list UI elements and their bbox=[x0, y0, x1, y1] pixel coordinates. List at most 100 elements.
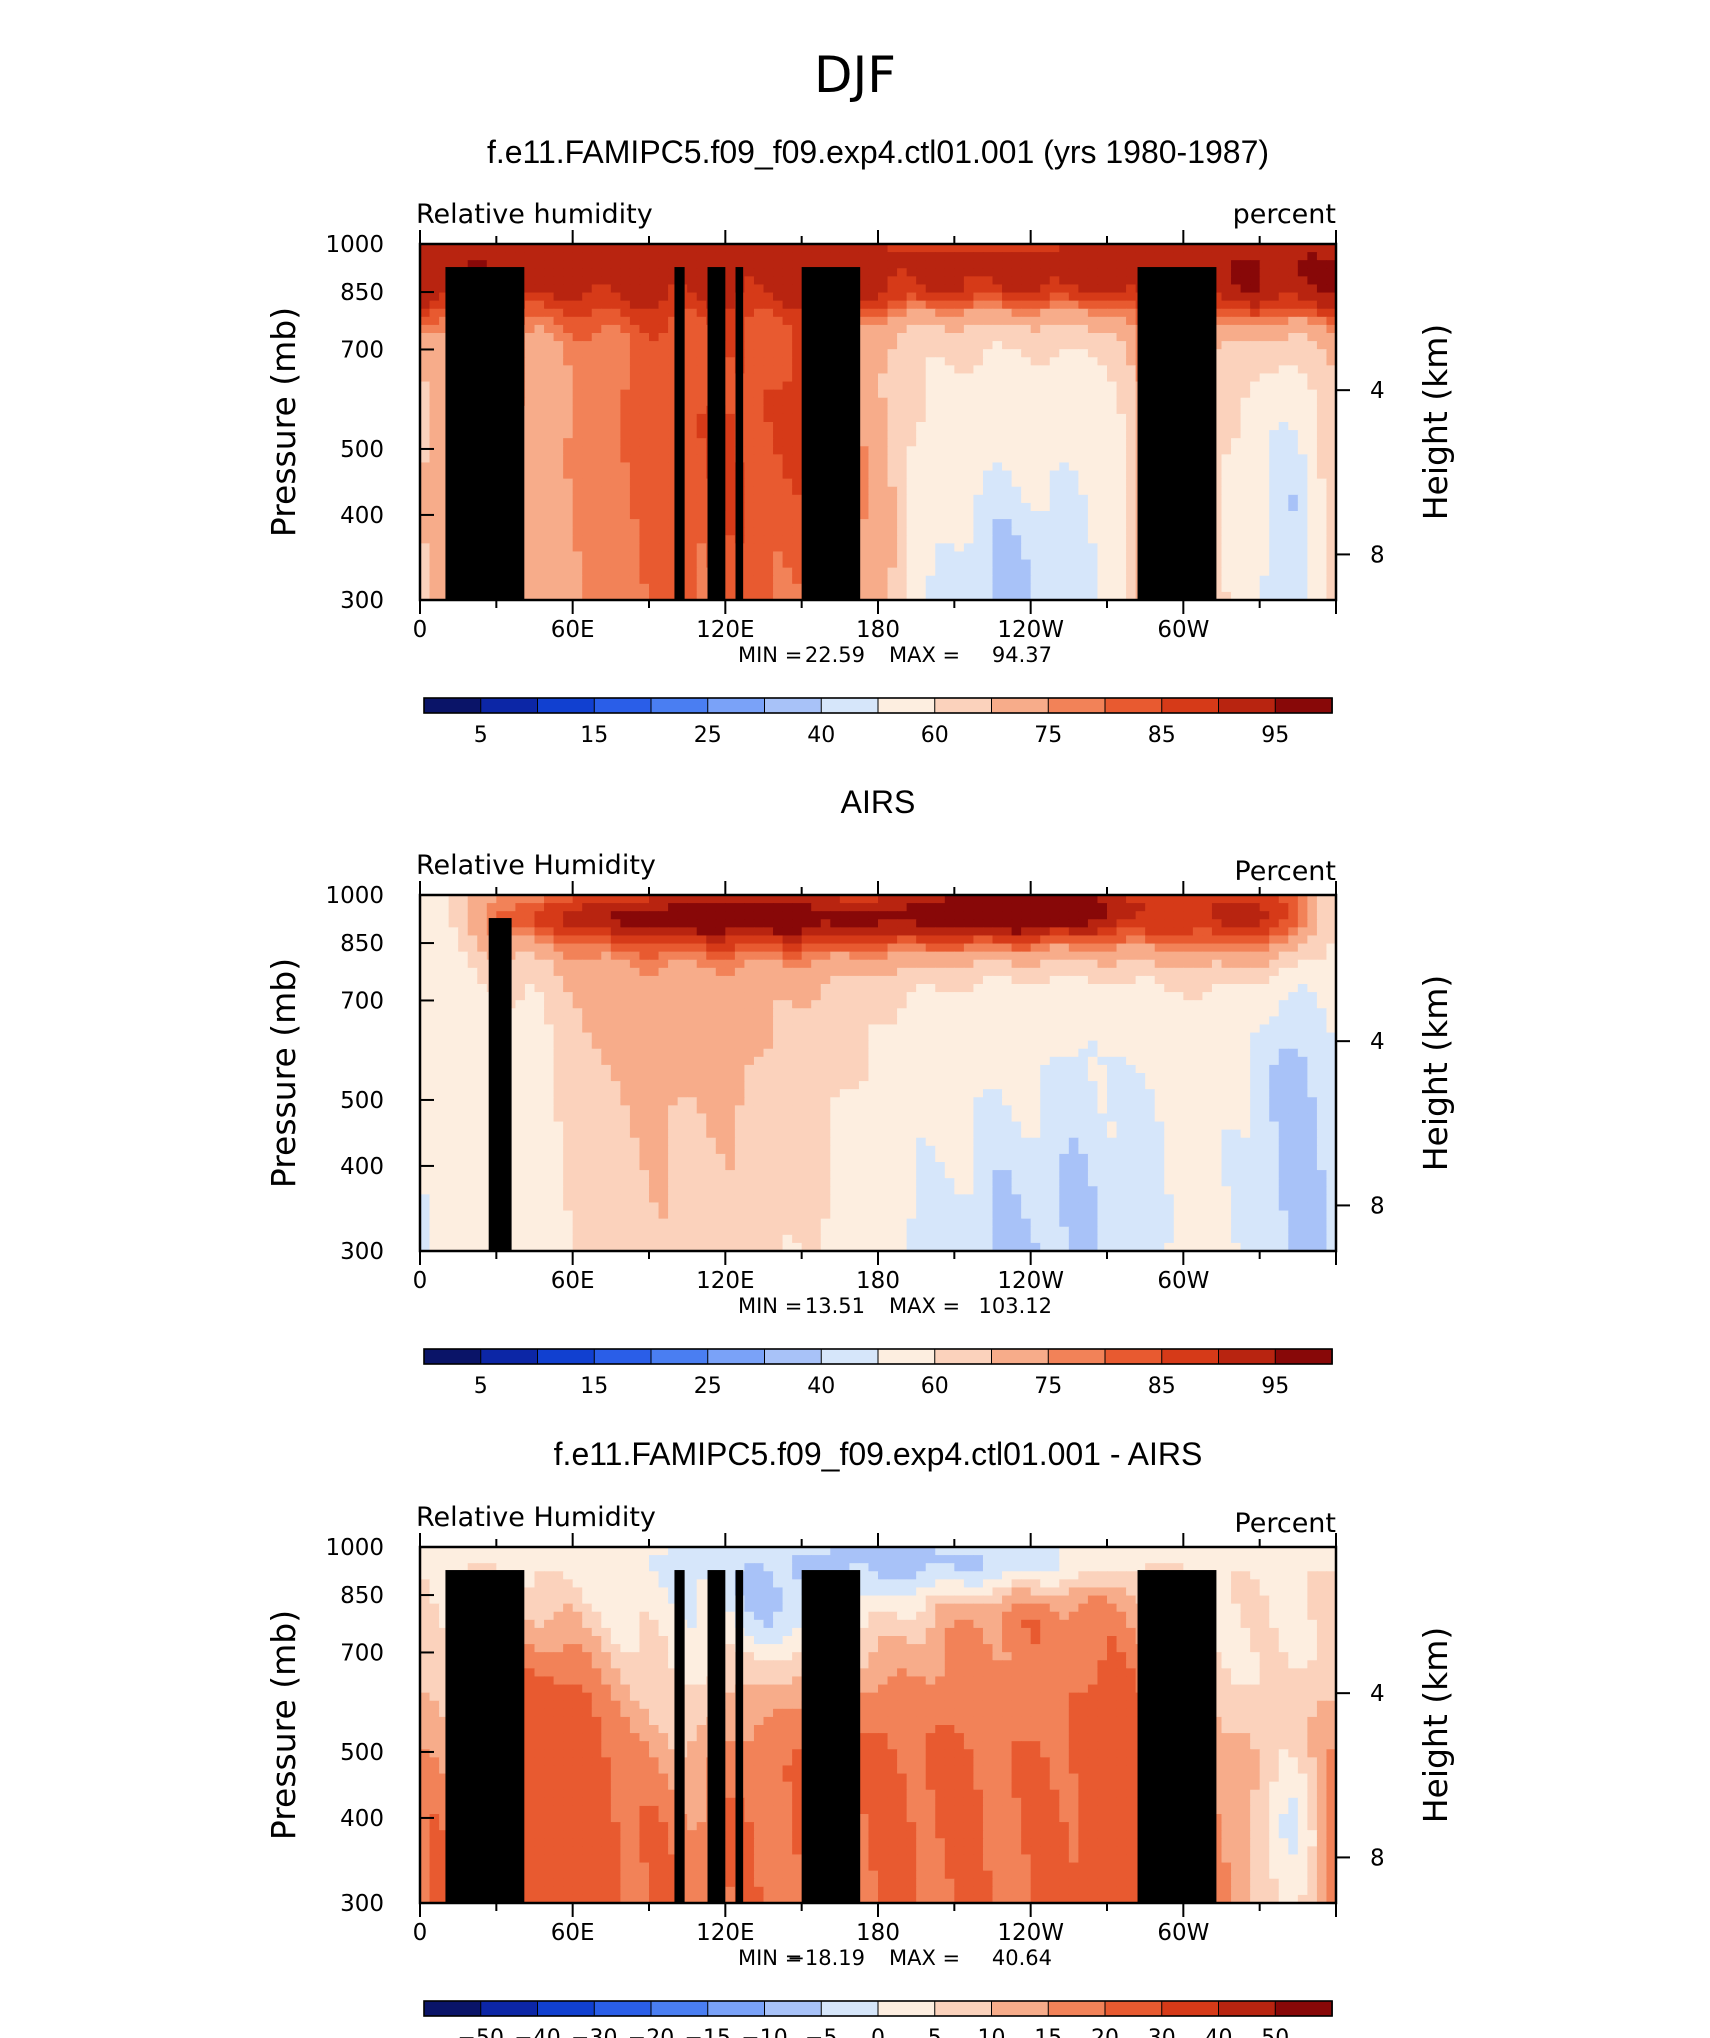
heatmap-cell bbox=[887, 308, 898, 318]
heatmap-cell bbox=[897, 341, 908, 350]
heatmap-cell bbox=[658, 895, 669, 904]
heatmap-cell bbox=[744, 300, 755, 310]
heatmap-cell bbox=[887, 252, 898, 261]
heatmap-cell bbox=[1288, 911, 1299, 920]
heatmap-cell bbox=[1002, 943, 1013, 953]
heatmap-cell bbox=[982, 478, 994, 488]
heatmap-cell bbox=[1259, 927, 1270, 937]
heatmap-cell bbox=[1011, 284, 1022, 294]
heatmap-cell bbox=[887, 333, 898, 342]
heatmap-cell bbox=[782, 527, 793, 536]
heatmap-cell bbox=[734, 260, 746, 269]
heatmap-cell bbox=[1087, 438, 1099, 447]
heatmap-cell bbox=[1002, 935, 1013, 945]
heatmap-cell bbox=[687, 422, 698, 431]
heatmap-cell bbox=[572, 486, 583, 496]
heatmap-cell bbox=[553, 527, 564, 536]
heatmap-cell bbox=[916, 413, 927, 423]
heatmap-cell bbox=[582, 919, 593, 928]
heatmap-cell bbox=[1002, 494, 1013, 504]
heatmap-cell bbox=[982, 284, 994, 294]
heatmap-cell bbox=[687, 292, 698, 302]
heatmap-cell bbox=[524, 284, 536, 294]
heatmap-cell bbox=[668, 292, 679, 302]
heatmap-cell bbox=[1107, 413, 1118, 423]
heatmap-cell bbox=[1211, 494, 1223, 504]
heatmap-cell bbox=[429, 494, 440, 504]
heatmap-cell bbox=[1288, 551, 1299, 561]
heatmap-cell bbox=[629, 365, 641, 375]
heatmap-cell bbox=[1183, 895, 1194, 904]
heatmap-cell bbox=[582, 308, 593, 318]
heatmap-cell bbox=[744, 349, 755, 358]
heatmap-cell bbox=[1002, 422, 1013, 431]
heatmap-cell bbox=[1059, 252, 1070, 261]
heatmap-cell bbox=[1211, 551, 1223, 561]
heatmap-cell bbox=[1231, 486, 1242, 496]
heatmap-cell bbox=[1297, 502, 1308, 512]
heatmap-cell bbox=[792, 422, 803, 431]
heatmap-cell bbox=[1097, 397, 1108, 407]
heatmap-cell bbox=[744, 389, 755, 399]
heatmap-cell bbox=[878, 511, 889, 520]
heatmap-cell bbox=[477, 927, 488, 937]
heatmap-cell bbox=[954, 527, 965, 536]
heatmap-cell bbox=[1307, 430, 1318, 439]
heatmap-cell bbox=[563, 591, 574, 600]
heatmap-cell bbox=[1040, 333, 1051, 342]
heatmap-cell bbox=[439, 519, 450, 528]
heatmap-cell bbox=[906, 511, 917, 520]
heatmap-cell bbox=[1059, 567, 1070, 577]
heatmap-cell bbox=[1316, 511, 1328, 520]
heatmap-cell bbox=[668, 462, 679, 472]
heatmap-cell bbox=[1307, 268, 1318, 277]
heatmap-cell bbox=[725, 567, 736, 577]
heatmap-cell bbox=[467, 895, 478, 904]
heatmap-cell bbox=[687, 300, 698, 310]
heatmap-cell bbox=[515, 903, 526, 912]
heatmap-cell bbox=[963, 430, 975, 439]
heatmap-cell bbox=[1049, 446, 1060, 455]
heatmap-cell bbox=[1326, 551, 1336, 561]
heatmap-cell bbox=[878, 397, 889, 407]
heatmap-cell bbox=[868, 292, 879, 302]
heatmap-cell bbox=[1259, 308, 1270, 318]
heatmap-cell bbox=[878, 333, 889, 342]
heatmap-cell bbox=[963, 373, 975, 383]
heatmap-cell bbox=[1087, 316, 1099, 326]
heatmap-cell bbox=[782, 470, 793, 480]
heatmap-cell bbox=[582, 575, 593, 585]
heatmap-cell bbox=[1278, 535, 1289, 544]
heatmap-cell bbox=[858, 333, 870, 342]
heatmap-cell bbox=[878, 284, 889, 294]
heatmap-cell bbox=[1221, 583, 1232, 593]
heatmap-cell bbox=[935, 268, 946, 277]
heatmap-cell bbox=[658, 919, 669, 928]
heatmap-cell bbox=[1126, 308, 1137, 318]
heatmap-cell bbox=[1240, 252, 1251, 261]
heatmap-cell bbox=[992, 373, 1003, 383]
heatmap-cell bbox=[858, 284, 870, 294]
heatmap-cell bbox=[1240, 502, 1251, 512]
heatmap-cell bbox=[524, 527, 536, 536]
heatmap-cell bbox=[1297, 357, 1308, 366]
heatmap-cell bbox=[448, 244, 459, 253]
heatmap-cell bbox=[839, 927, 850, 937]
heatmap-cell bbox=[1021, 591, 1032, 600]
heatmap-cell bbox=[582, 470, 593, 480]
heatmap-cell bbox=[1288, 567, 1299, 577]
heatmap-cell bbox=[429, 349, 440, 358]
heatmap-cell bbox=[439, 405, 450, 415]
heatmap-cell bbox=[1002, 389, 1013, 399]
heatmap-cell bbox=[916, 478, 927, 488]
heatmap-cell bbox=[792, 292, 803, 302]
heatmap-cell bbox=[1068, 357, 1079, 366]
heatmap-cell bbox=[668, 316, 679, 326]
heatmap-cell bbox=[963, 252, 975, 261]
heatmap-cell bbox=[563, 511, 574, 520]
heatmap-cell bbox=[1297, 268, 1308, 277]
heatmap-cell bbox=[420, 324, 431, 334]
heatmap-cell bbox=[1135, 260, 1146, 269]
heatmap-cell bbox=[658, 478, 669, 488]
heatmap-cell bbox=[439, 583, 450, 593]
